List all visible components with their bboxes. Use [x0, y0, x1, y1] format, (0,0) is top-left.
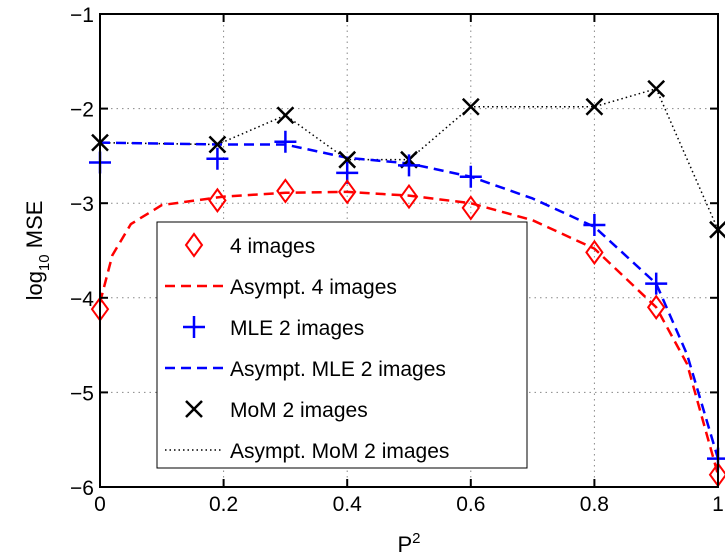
series-0 — [90, 178, 725, 488]
legend-label: 4 images — [230, 235, 315, 258]
x-axis-label-base: P — [397, 532, 412, 557]
y-axis-label-prefix: log — [22, 271, 47, 300]
series-1 — [98, 190, 720, 476]
data-point — [206, 147, 229, 170]
data-point — [274, 130, 297, 153]
data-point — [585, 97, 604, 116]
data-point — [645, 272, 668, 295]
data-point — [461, 97, 480, 116]
legend-label: Asympt. MLE 2 images — [230, 358, 446, 381]
legend-entry: Asympt. MoM 2 images — [165, 440, 449, 463]
y-axis-label-subscript: 10 — [36, 254, 53, 271]
y-tick-label: −1 — [70, 4, 94, 27]
x-tick-label: 0.8 — [580, 493, 609, 516]
legend-marker-sample — [183, 316, 205, 338]
series-4 — [91, 79, 725, 239]
data-point — [208, 135, 227, 154]
series-2 — [89, 130, 725, 470]
y-axis-label: log10 MSE — [22, 201, 53, 301]
data-point — [208, 187, 227, 214]
series-line — [99, 141, 720, 459]
y-tick-label: −2 — [70, 99, 94, 122]
legend: 4 images Asympt. 4 images MLE 2 images Asym… — [156, 221, 528, 469]
x-tick-label: 0.2 — [209, 493, 238, 516]
data-point — [398, 154, 420, 177]
legend-entry: MoM 2 images — [185, 399, 368, 422]
legend-label: Asympt. MoM 2 images — [230, 440, 449, 463]
axis-ticks: 0 0.2 0.4 0.6 0.8 1 −6 −5 −4 −3 −2 −1 — [70, 4, 724, 516]
x-tick-label: 0.4 — [333, 493, 363, 516]
legend-box — [156, 221, 528, 469]
data-point — [276, 106, 295, 125]
plot-frame — [99, 13, 719, 488]
legend-label: Asympt. 4 images — [230, 276, 397, 299]
legend-entry: 4 images — [184, 232, 315, 258]
x-axis-label: P2 — [397, 530, 420, 557]
legend-label: MoM 2 images — [230, 399, 368, 422]
legend-entry: Asympt. 4 images — [165, 276, 397, 299]
y-tick-label: −3 — [70, 193, 94, 216]
legend-label: MLE 2 images — [230, 317, 364, 340]
data-point — [338, 150, 357, 169]
legend-marker-sample — [185, 400, 203, 418]
legend-entry: MLE 2 images — [183, 316, 364, 340]
x-tick-label: 1 — [712, 493, 724, 516]
y-tick-label: −6 — [70, 477, 94, 500]
data-point — [337, 179, 357, 205]
legend-entry: Asympt. MLE 2 images — [165, 358, 446, 381]
x-axis-label-superscript: 2 — [412, 530, 420, 547]
data-point — [646, 294, 666, 320]
series-line — [98, 190, 720, 476]
series-3 — [99, 141, 720, 459]
x-tick-label: 0.6 — [456, 493, 485, 516]
data-point — [276, 178, 295, 204]
y-axis-label-suffix: MSE — [22, 201, 47, 255]
legend-marker-sample — [184, 232, 204, 258]
series-layer — [89, 79, 725, 488]
data-point — [399, 183, 419, 210]
x-tick-label: 0 — [94, 493, 106, 516]
y-tick-label: −4 — [70, 288, 94, 311]
data-point — [583, 213, 606, 236]
data-point — [647, 79, 666, 98]
data-point — [461, 195, 481, 221]
y-tick-label: −5 — [70, 382, 94, 405]
data-point — [459, 165, 482, 188]
data-point — [585, 239, 604, 266]
